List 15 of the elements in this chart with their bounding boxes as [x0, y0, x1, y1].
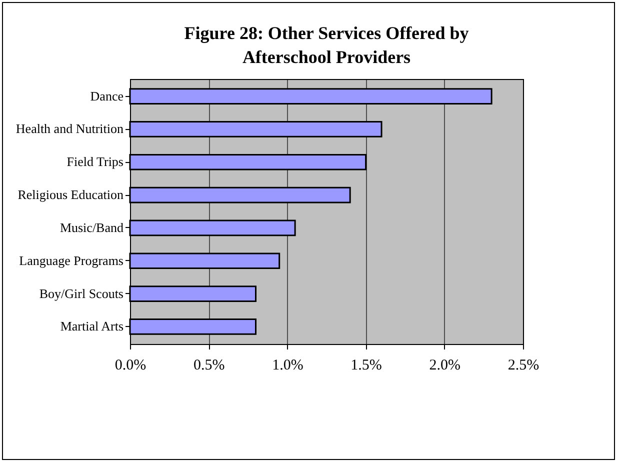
- y-tick-label: Music/Band: [60, 220, 124, 235]
- y-tick-label: Religious Education: [18, 187, 124, 202]
- y-tick-label: Dance: [90, 88, 124, 104]
- y-tick-label: Boy/Girl Scouts: [39, 286, 124, 301]
- x-tick-label: 1.5%: [350, 358, 382, 374]
- x-tick-label: 1.0%: [272, 358, 304, 374]
- x-tick-label: 0.5%: [193, 358, 225, 374]
- y-tick-label: Health and Nutrition: [16, 121, 124, 136]
- chart-title: Figure 28: Other Services Offered by Afterschool Providers: [184, 23, 469, 67]
- x-tick-label: 2.0%: [429, 358, 461, 374]
- y-tick-label: Field Trips: [66, 154, 124, 170]
- x-tick-label: 0.0%: [114, 358, 146, 374]
- y-tick-label: Martial Arts: [60, 318, 124, 334]
- x-tick-label: 2.5%: [508, 358, 540, 374]
- y-tick-label: Language Programs: [19, 252, 124, 268]
